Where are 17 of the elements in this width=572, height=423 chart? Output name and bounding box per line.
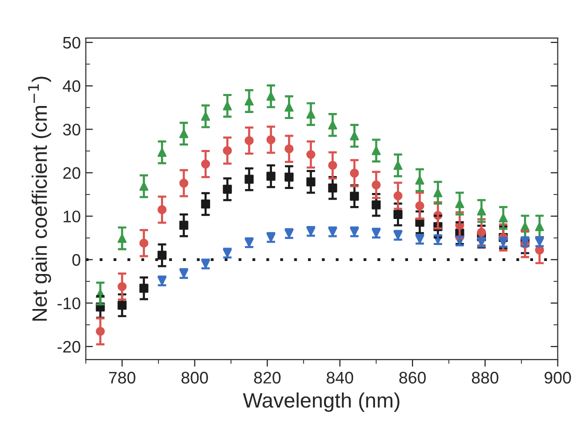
x-tick-label: 900 [544,372,571,384]
y-tick-label: 30 [63,124,80,136]
x-tick-label: 780 [109,372,136,384]
y-axis-title: Net gain coefficient (cm$^{−1}$) [28,76,52,321]
y-tick-label: 40 [62,80,80,92]
y-tick-label: 50 [63,36,80,49]
y-tick-label: 10 [64,210,80,222]
y-tick-label: -10 [58,297,80,310]
x-tick-label: 860 [399,372,426,384]
x-tick-label: 840 [326,372,354,384]
y-tick-label: 0 [72,254,80,266]
y-tick-label: -20 [58,340,80,353]
y-tick-label: 20 [63,167,80,179]
x-tick-label: 880 [472,372,498,384]
x-tick-label: 800 [182,372,208,384]
x-tick-label: 820 [254,372,281,384]
x-axis-title: Wavelength (nm) [242,392,400,412]
